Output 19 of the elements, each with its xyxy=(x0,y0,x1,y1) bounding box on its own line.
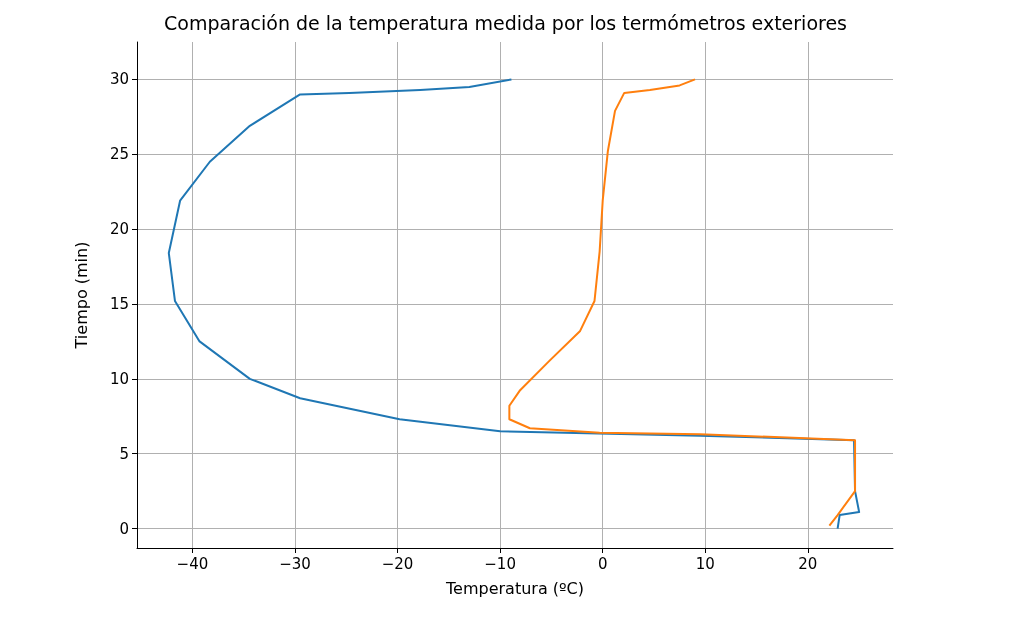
line-series xyxy=(508,78,857,527)
x-tick-label: −10 xyxy=(484,554,516,573)
x-axis-title: Temperatura (ºC) xyxy=(445,578,584,598)
y-tick-label: 0 xyxy=(119,519,129,538)
x-tick-label: 20 xyxy=(798,554,818,573)
y-axis-title: Tiempo (min) xyxy=(71,241,91,350)
x-tick-label: −40 xyxy=(176,554,209,573)
x-tick-label: 0 xyxy=(597,554,608,573)
y-tick-label: 20 xyxy=(109,220,129,239)
line-series xyxy=(167,78,861,530)
y-tick-label: 15 xyxy=(109,294,129,313)
x-tick-label: −30 xyxy=(279,554,311,573)
y-tick-label: 10 xyxy=(109,369,129,388)
x-tick-label: −20 xyxy=(381,554,414,573)
y-tick-label: 25 xyxy=(109,145,129,164)
chart-title: Comparación de la temperatura medida por los termómetros exteriores xyxy=(163,11,848,34)
y-tick-label: 5 xyxy=(119,444,129,463)
x-tick-label: 10 xyxy=(695,554,715,573)
y-tick-label: 30 xyxy=(109,70,129,89)
